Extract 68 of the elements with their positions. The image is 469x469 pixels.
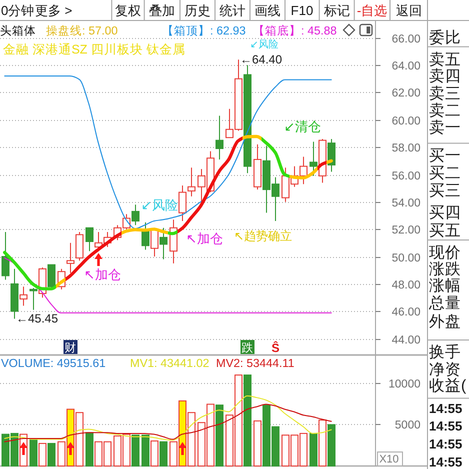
text: 涨跌 xyxy=(429,260,461,278)
text: 买四 xyxy=(429,204,461,222)
text: 卖二 xyxy=(429,101,461,120)
text: 卖四 xyxy=(429,67,461,85)
text: -自选 xyxy=(356,3,388,18)
y-tick-label: 50.00 xyxy=(392,252,420,264)
text: 外盘 xyxy=(429,313,461,330)
text: 历史 xyxy=(184,3,210,18)
y-tick-label: 52.00 xyxy=(392,224,420,236)
text: 卖一 xyxy=(429,118,461,137)
annotation: ←45.45 xyxy=(16,312,58,326)
text: 收益( xyxy=(429,376,467,394)
text: 14:55 xyxy=(429,436,462,452)
text: 14:55 xyxy=(429,401,462,416)
annotation: 【箱底】: 45.88 xyxy=(253,24,337,38)
annotation: 财 xyxy=(64,340,78,354)
text: 标记 xyxy=(323,3,350,18)
chart-title: 头箱体 xyxy=(0,24,36,38)
y-tick-label: 64.00 xyxy=(392,60,420,72)
annotation: 【箱顶】: 62.93 xyxy=(162,24,246,38)
annotation: ↙清仓 xyxy=(284,119,321,134)
y-tick-label: 62.00 xyxy=(392,88,420,100)
y-tick-label: 5000 xyxy=(394,420,420,432)
text: 委比 xyxy=(429,28,461,47)
annotation: VOLUME: 49515.61 xyxy=(1,357,106,370)
text: 现价 xyxy=(429,244,461,262)
y-tick-label: 54.00 xyxy=(392,198,420,210)
y-tick-label: 48.00 xyxy=(392,280,420,292)
text: 金融 深港通SZ 四川板块 钛金属 xyxy=(3,42,186,56)
y-tick-label: 60.00 xyxy=(392,116,420,128)
text: 换手 xyxy=(429,343,461,361)
annotation: MV2: 53444.11 xyxy=(216,357,294,370)
text: 更多 > xyxy=(35,3,72,18)
y-tick-label: 66.00 xyxy=(392,34,420,46)
text: 复权 xyxy=(115,3,141,18)
y-tick-label: 44.00 xyxy=(392,334,420,346)
text: 叠加 xyxy=(149,3,175,18)
text: 14:55 xyxy=(429,454,462,469)
text: 返回 xyxy=(396,3,422,18)
text: 0分钟 xyxy=(1,3,34,18)
text: 统计 xyxy=(220,3,246,18)
text: 卖五 xyxy=(429,50,461,68)
text: 买一 xyxy=(429,147,461,164)
annotation: ↙风险 xyxy=(141,198,178,212)
annotation: ↖加仓 xyxy=(186,231,223,246)
y-tick-label: 10000 xyxy=(388,378,420,390)
y-tick-label: 56.00 xyxy=(392,170,420,182)
annotation: 操盘线: 57.00 xyxy=(46,24,118,38)
annotation: ↖加仓 xyxy=(84,267,121,282)
annotation: ↙风险 xyxy=(250,40,278,50)
text: 总量 xyxy=(428,294,461,312)
annotation: 跌 xyxy=(240,340,254,354)
text: 买五 xyxy=(429,222,461,240)
annotation: ↖趋势确立 xyxy=(234,229,292,243)
annotation: ←64.40 xyxy=(240,52,282,66)
annotation: Ŝ xyxy=(272,341,280,355)
text: 买三 xyxy=(429,182,461,200)
text: 14:55 xyxy=(429,418,462,434)
text: F10 xyxy=(290,3,314,18)
y-tick-label: 46.00 xyxy=(392,306,420,318)
annotation: MV1: 43441.02 xyxy=(130,357,210,370)
text: 买二 xyxy=(429,165,461,182)
text: 画线 xyxy=(254,3,280,18)
text: 净资 xyxy=(429,360,461,379)
y-tick-label: 58.00 xyxy=(392,142,420,154)
text: 卖三 xyxy=(429,84,461,103)
text: 涨幅 xyxy=(429,276,461,294)
annotation: X10 xyxy=(377,452,403,466)
